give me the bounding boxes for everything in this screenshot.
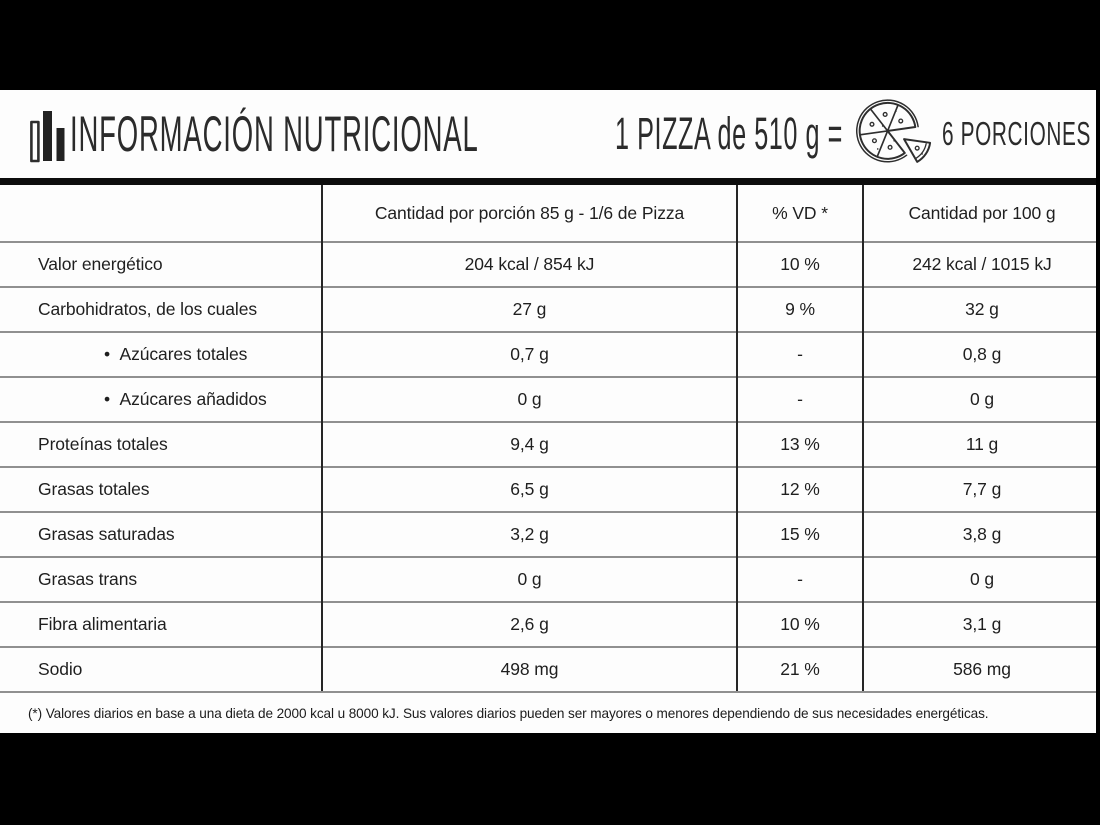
value-per-100g: 3,8 g [862,511,1100,557]
label-header: INFORMACIÓN NUTRICIONAL 1 PIZZA de 510 g… [0,90,1100,178]
daily-values-footnote: (*) Valores diarios en base a una dieta … [28,706,989,721]
column-header-per-serving: Cantidad por porción 85 g - 1/6 de Pizza [321,185,737,242]
value-vd-percent: 21 % [736,646,863,693]
footnote-band: (*) Valores diarios en base a una dieta … [0,693,1100,734]
value-vd-percent: - [736,376,863,422]
nutrient-label: Valor energético [0,241,322,287]
nutrient-label: Grasas totales [0,466,322,512]
value-per-serving: 3,2 g [321,511,737,557]
table-row: Valor energético 204 kcal / 854 kJ 10 % 242… [0,241,1100,287]
value-per-100g: 32 g [862,286,1100,332]
value-per-100g: 0 g [862,376,1100,422]
table-row: Sodio 498 mg 21 % 586 mg [0,646,1100,693]
table-row: Grasas trans 0 g-0 g [0,556,1100,602]
right-edge-strip [1096,90,1100,733]
table-row: Grasas saturadas 3,2 g 15 % 3,8 g [0,511,1100,557]
nutrient-label: Sodio [0,646,322,693]
value-per-serving: 0,7 g [321,331,737,377]
value-per-serving: 498 mg [321,646,737,693]
table-row: • Azúcares totales 0,7 g -0,8 g [0,331,1100,377]
letterbox-top [0,0,1100,90]
table-row: Proteínas totales 9,4 g 13 % 11 g [0,421,1100,467]
value-per-serving: 204 kcal / 854 kJ [321,241,737,287]
value-per-serving: 0 g [321,376,737,422]
value-vd-percent: 10 % [736,601,863,647]
servings-count: 6 PORCIONES [942,115,1092,152]
value-vd-percent: 15 % [736,511,863,557]
bar-chart-icon [30,111,65,163]
nutrition-table: Cantidad por porción 85 g - 1/6 de Pizza… [0,185,1100,693]
nutrient-label: Grasas saturadas [0,511,322,557]
page-title: INFORMACIÓN NUTRICIONAL [70,106,479,162]
column-header-per-100g: Cantidad por 100 g [862,185,1100,242]
column-header-empty [0,185,322,242]
nutrient-label: • Azúcares añadidos [0,376,322,422]
value-per-100g: 11 g [862,421,1100,467]
value-per-serving: 27 g [321,286,737,332]
nutrition-label: INFORMACIÓN NUTRICIONAL 1 PIZZA de 510 g… [0,90,1100,733]
letterbox-bottom [0,733,1100,825]
value-per-100g: 586 mg [862,646,1100,693]
value-per-100g: 0,8 g [862,331,1100,377]
nutrient-label: • Azúcares totales [0,331,322,377]
header-divider-bar [0,178,1100,185]
value-vd-percent: 13 % [736,421,863,467]
value-vd-percent: - [736,331,863,377]
table-row: Fibra alimentaria 2,6 g 10 % 3,1 g [0,601,1100,647]
table-row: Grasas totales 6,5 g 12 % 7,7 g [0,466,1100,512]
value-vd-percent: 9 % [736,286,863,332]
value-vd-percent: 12 % [736,466,863,512]
value-vd-percent: 10 % [736,241,863,287]
table-body: Valor energético 204 kcal / 854 kJ 10 % 242… [0,241,1100,693]
table-row: • Azúcares añadidos 0 g-0 g [0,376,1100,422]
nutrient-label: Fibra alimentaria [0,601,322,647]
value-vd-percent: - [736,556,863,602]
value-per-100g: 7,7 g [862,466,1100,512]
nutrient-label: Grasas trans [0,556,322,602]
value-per-serving: 9,4 g [321,421,737,467]
value-per-100g: 242 kcal / 1015 kJ [862,241,1100,287]
serving-equation: 1 PIZZA de 510 g = [615,108,843,159]
value-per-serving: 0 g [321,556,737,602]
pizza-slice-icon [856,99,932,163]
nutrient-label: Carbohidratos, de los cuales [0,286,322,332]
table-header-row: Cantidad por porción 85 g - 1/6 de Pizza… [0,185,1100,242]
value-per-100g: 0 g [862,556,1100,602]
value-per-serving: 6,5 g [321,466,737,512]
nutrient-label: Proteínas totales [0,421,322,467]
value-per-serving: 2,6 g [321,601,737,647]
value-per-100g: 3,1 g [862,601,1100,647]
column-header-vd: % VD * [736,185,863,242]
